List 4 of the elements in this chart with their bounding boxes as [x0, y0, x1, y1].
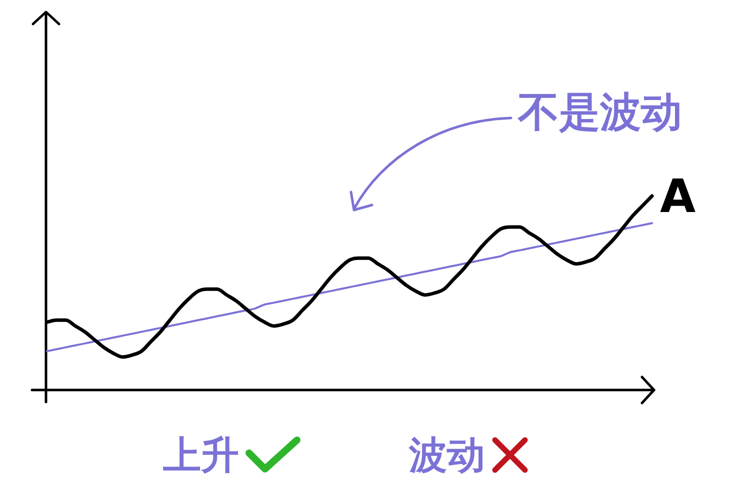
text: 上升 — [163, 433, 239, 477]
text: 不是波动 — [518, 88, 682, 136]
text: 波动 — [409, 433, 485, 477]
series-label: A — [660, 168, 696, 223]
